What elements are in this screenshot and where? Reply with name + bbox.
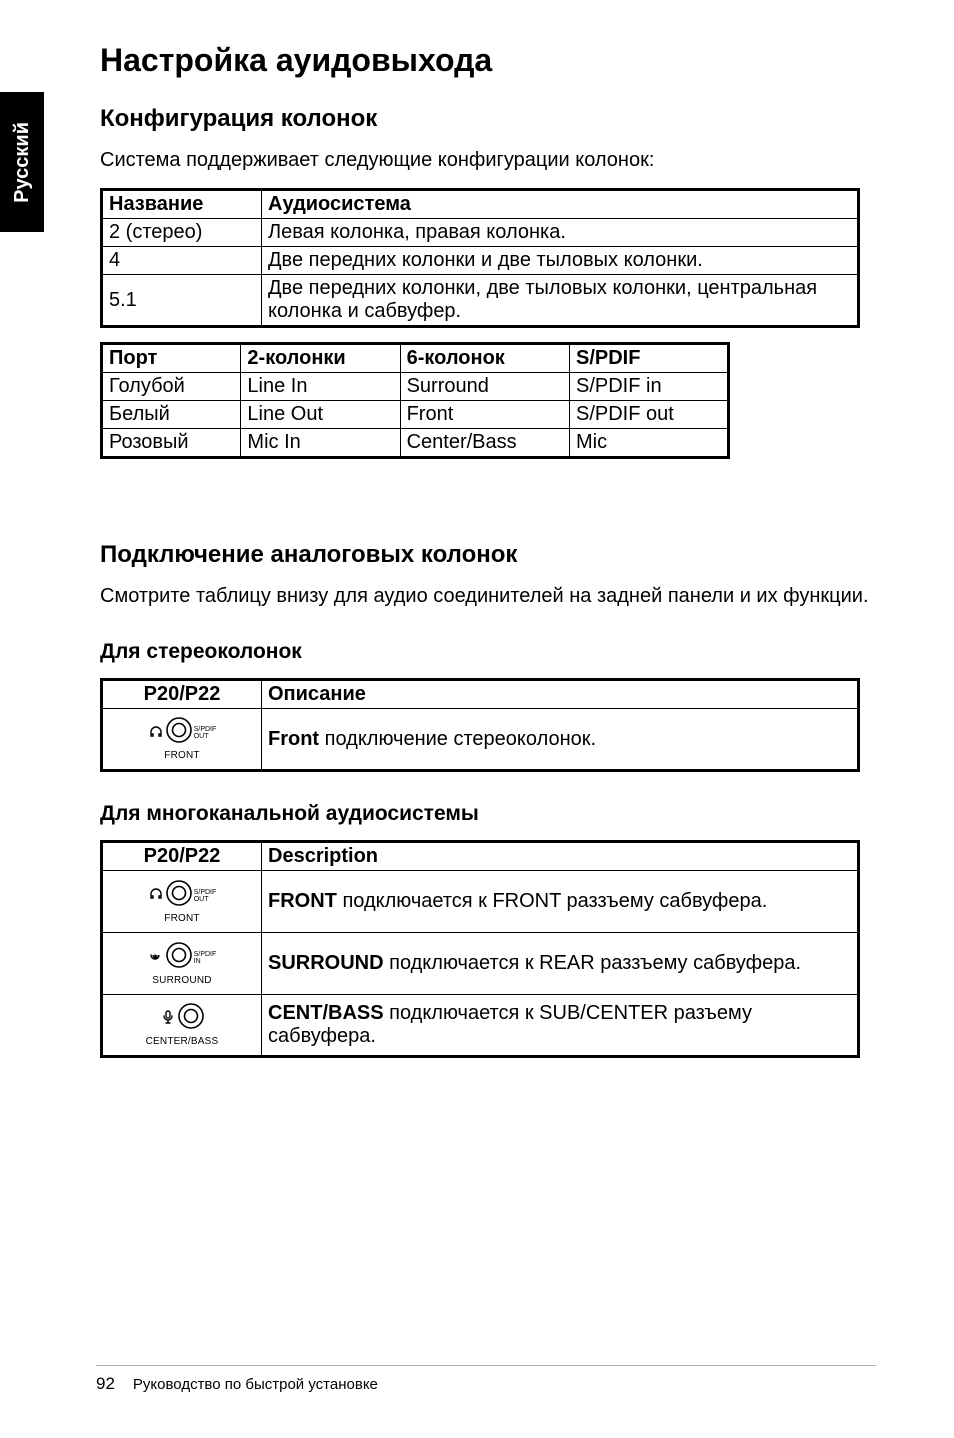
t3-h1: Описание [262,680,859,709]
t2-h2: 6-колонок [400,344,569,373]
table-row: 4 Две передних колонки и две тыловых кол… [102,247,859,275]
t1-r2c1: Две передних колонки, две тыловых колонк… [262,275,859,327]
table-row: Белый Line Out Front S/PDIF out [102,401,729,429]
page-title: Настройка ауидовыхода [100,42,880,79]
language-side-tab-text: Русский [11,122,34,203]
t4-r2-desc: CENT/BASS подключается к SUB/CENTER разъ… [262,995,859,1057]
section-config-lead: Система поддерживает следующие конфигура… [100,147,880,174]
t4-r0-desc: FRONT подключается к FRONT раззъему сабв… [262,871,859,933]
t2-h1: 2-колонки [241,344,400,373]
table-port-mapping: Порт 2-колонки 6-колонок S/PDIF Голубой … [100,342,730,459]
jack-label: FRONT [164,913,199,924]
t1-r2c0: 5.1 [102,275,262,327]
footer-text: Руководство по быстрой установке [133,1376,378,1393]
section-analog-heading: Подключение аналоговых колонок [100,541,880,569]
jack-ring-icon [166,717,192,749]
t4-h0: P20/P22 [102,842,262,871]
page-content: Настройка ауидовыхода Конфигурация колон… [100,42,880,1058]
subsection-stereo-heading: Для стереоколонок [100,640,880,664]
audio-jack-icon: CENTER/BASS [146,1003,219,1047]
audio-jack-icon: S/PDIFOUT FRONT [148,880,217,924]
t4-r0-icon: S/PDIFOUT FRONT [102,871,262,933]
spdif-label: S/PDIFOUT [194,889,217,903]
table-row: 5.1 Две передних колонки, две тыловых ко… [102,275,859,327]
table-row: S/PDIFOUT FRONT FRONT подключается к FRON… [102,871,859,933]
t1-r1c0: 4 [102,247,262,275]
audio-jack-icon: S/PDIFOUT FRONT [148,717,217,761]
jack-ring-icon [166,880,192,912]
t1-h0: Название [102,190,262,219]
jack-ring-icon [166,942,192,974]
table-row: Голубой Line In Surround S/PDIF in [102,373,729,401]
t3-h0: P20/P22 [102,680,262,709]
jack-label: SURROUND [152,975,211,986]
spiral-icon [148,946,164,969]
t4-r1-desc: SURROUND подключается к REAR раззъему са… [262,933,859,995]
mic-icon [160,1008,176,1031]
jack-label: CENTER/BASS [146,1036,219,1047]
spdif-label: S/PDIFIN [194,951,217,965]
table-row: S/PDIFIN SURROUND SURROUND подключается к… [102,933,859,995]
headphones-icon [148,722,164,745]
spdif-label: S/PDIFOUT [194,726,217,740]
t2-h3: S/PDIF [570,344,729,373]
table-row: S/PDIFOUT FRONT Front подключение стереок… [102,709,859,771]
t1-r0c1: Левая колонка, правая колонка. [262,219,859,247]
table-row: CENTER/BASS CENT/BASS подключается к SUB… [102,995,859,1057]
section-config-heading: Конфигурация колонок [100,105,880,133]
section-analog-lead: Смотрите таблицу внизу для аудио соедини… [100,583,880,610]
t4-r1-icon: S/PDIFIN SURROUND [102,933,262,995]
headphones-icon [148,884,164,907]
t1-r0c0: 2 (стерео) [102,219,262,247]
t3-r0-desc: Front подключение стереоколонок. [262,709,859,771]
t1-h1: Аудиосистема [262,190,859,219]
t4-h1: Description [262,842,859,871]
audio-jack-icon: S/PDIFIN SURROUND [148,942,217,986]
language-side-tab: Русский [0,92,44,232]
jack-label: FRONT [164,750,199,761]
t3-r0-icon: S/PDIFOUT FRONT [102,709,262,771]
t1-r1c1: Две передних колонки и две тыловых колон… [262,247,859,275]
page-number: 92 [96,1374,115,1394]
subsection-multi-heading: Для многоканальной аудиосистемы [100,802,880,826]
t2-h0: Порт [102,344,241,373]
t4-r2-icon: CENTER/BASS [102,995,262,1057]
table-stereo: P20/P22 Описание S/PDIFOUT FRONT Front по… [100,678,860,772]
table-row: 2 (стерео) Левая колонка, правая колонка… [102,219,859,247]
table-multichannel: P20/P22 Description S/PDIFOUT FRONT FRONT… [100,840,860,1058]
table-speaker-config: Название Аудиосистема 2 (стерео) Левая к… [100,188,860,328]
page-footer: 92 Руководство по быстрой установке [96,1365,876,1394]
table-row: Розовый Mic In Center/Bass Mic [102,429,729,458]
jack-ring-icon [178,1003,204,1035]
